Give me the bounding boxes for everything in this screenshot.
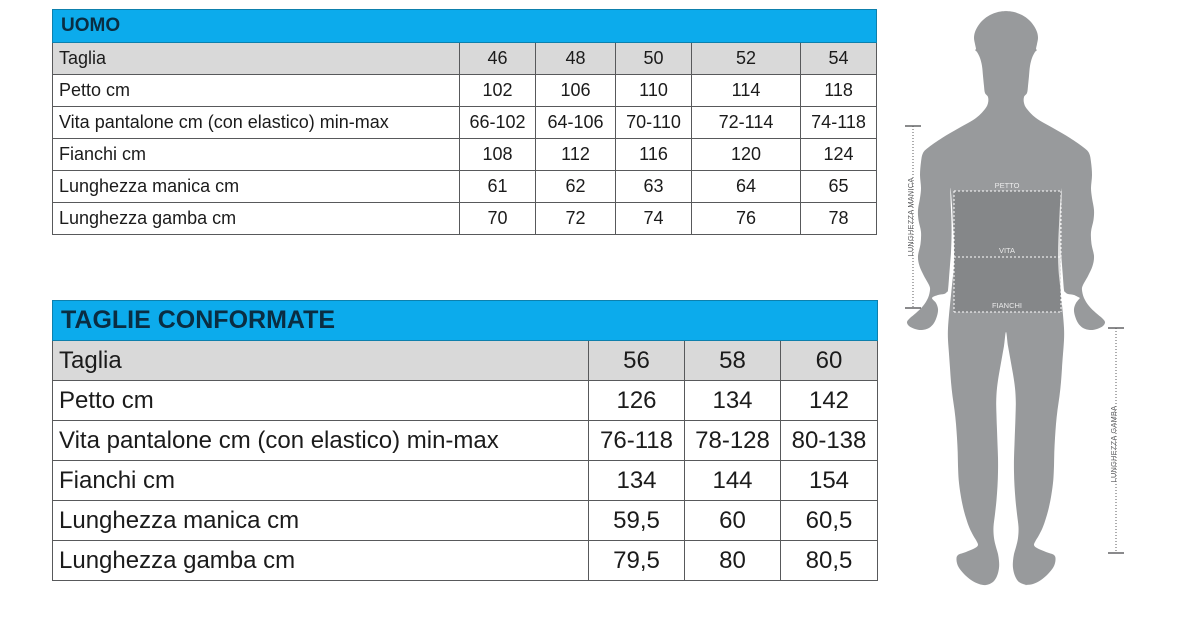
svg-text:PETTO: PETTO (995, 181, 1020, 190)
svg-text:LUNGHEZZA GAMBA: LUNGHEZZA GAMBA (1109, 406, 1118, 483)
svg-text:LUNGHEZZA MANICA: LUNGHEZZA MANICA (906, 178, 915, 257)
svg-text:FIANCHI: FIANCHI (992, 301, 1022, 310)
svg-text:VITA: VITA (999, 246, 1015, 255)
